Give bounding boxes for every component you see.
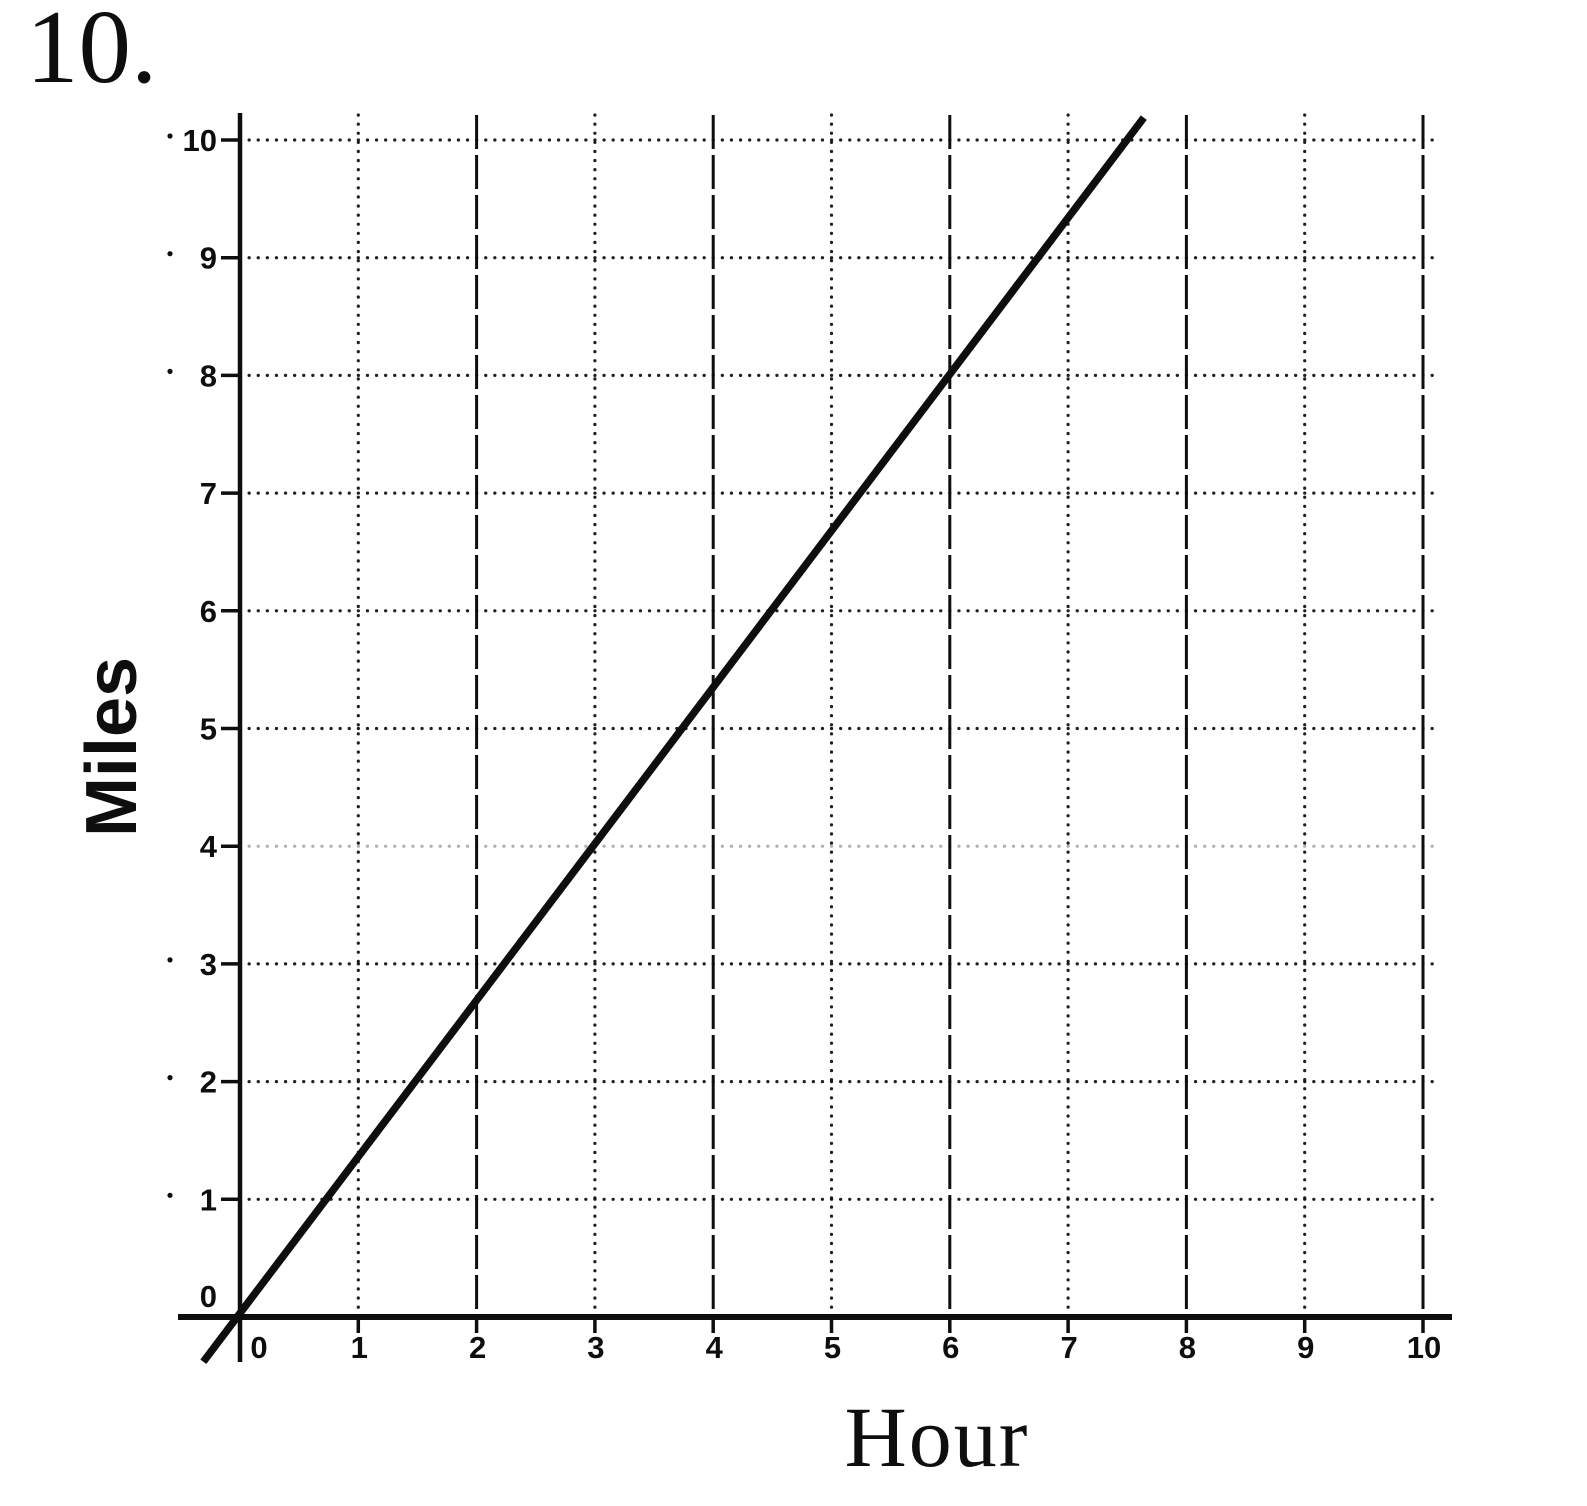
y-tick-label: 4 <box>200 829 218 864</box>
scan-speck <box>167 1192 173 1198</box>
y-tick-label: 3 <box>200 947 217 982</box>
x-tick-label: 6 <box>942 1330 959 1365</box>
x-tick-label: 1 <box>351 1330 368 1365</box>
scan-speck <box>167 133 173 139</box>
scan-speck <box>167 957 173 963</box>
x-tick-label: 5 <box>824 1330 841 1365</box>
x-tick-label: 10 <box>1407 1330 1441 1365</box>
x-tick-label: 3 <box>587 1330 604 1365</box>
y-tick-label: 2 <box>200 1065 217 1100</box>
x-tick-label: 7 <box>1060 1330 1077 1365</box>
y-tick-label: 9 <box>200 241 217 276</box>
x-axis-title: Hour <box>844 1389 1030 1485</box>
y-tick-label: 1 <box>200 1182 217 1217</box>
y-tick-label: 0 <box>200 1279 217 1314</box>
x-tick-label: 4 <box>706 1330 724 1365</box>
problem-number-label: 10. <box>26 0 158 105</box>
y-tick-label: 10 <box>183 123 217 158</box>
y-tick-label: 8 <box>200 358 217 393</box>
y-tick-label: 7 <box>200 476 217 511</box>
x-tick-label: 8 <box>1179 1330 1196 1365</box>
x-tick-label: 9 <box>1297 1330 1314 1365</box>
y-tick-label: 6 <box>200 594 217 629</box>
x-tick-label: 0 <box>250 1330 267 1365</box>
scan-speck <box>167 251 173 257</box>
scan-speck <box>167 368 173 374</box>
scan-speck <box>167 1075 173 1081</box>
y-tick-label: 5 <box>200 712 217 747</box>
distance-line <box>200 115 1147 1364</box>
x-tick-label: 2 <box>469 1330 486 1365</box>
